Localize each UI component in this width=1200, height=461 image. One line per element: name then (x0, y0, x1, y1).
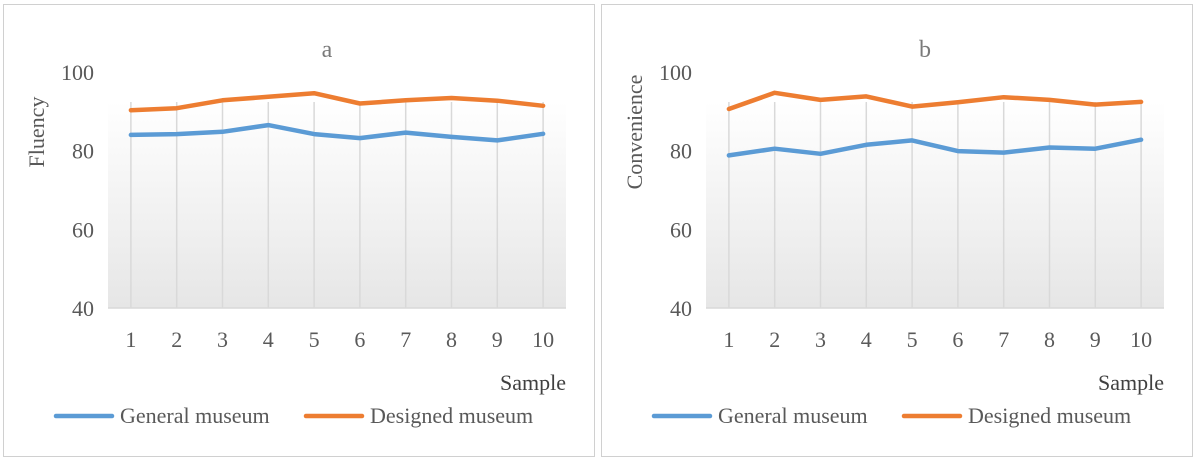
chart-a-x-tick-2: 2 (171, 327, 182, 352)
chart-b-legend-general-museum-label: General museum (718, 403, 868, 428)
chart-a-x-tick-5: 5 (309, 327, 320, 352)
chart-a-title: a (322, 37, 333, 63)
chart-b-y-tick-60: 60 (670, 217, 692, 242)
chart-a-x-tick-3: 3 (217, 327, 228, 352)
chart-a-legend-designed-museum-label: Designed museum (370, 403, 533, 428)
chart-a-x-tick-1: 1 (125, 327, 136, 352)
chart-a-y-tick-80: 80 (72, 139, 94, 164)
chart-b-x-tick-3: 3 (815, 327, 826, 352)
chart-b-y-tick-40: 40 (670, 296, 692, 321)
chart-a-legend-general-museum-label: General museum (120, 403, 270, 428)
chart-b-x-tick-7: 7 (998, 327, 1009, 352)
chart-b-x-axis-label: Sample (1098, 370, 1164, 395)
chart-a-x-tick-4: 4 (263, 327, 274, 352)
chart-b-x-tick-5: 5 (907, 327, 918, 352)
chart-b-y-tick-100: 100 (659, 60, 692, 85)
chart-b-x-tick-2: 2 (769, 327, 780, 352)
chart-a-y-tick-40: 40 (72, 296, 94, 321)
chart-b-y-tick-80: 80 (670, 139, 692, 164)
chart-b-x-tick-1: 1 (723, 327, 734, 352)
chart-b-plot-area (706, 102, 1164, 308)
chart-a-x-axis-label: Sample (500, 370, 566, 395)
chart-a-x-tick-8: 8 (446, 327, 457, 352)
chart-a-series-general-museum-line (128, 122, 546, 143)
chart-a-x-tick-10: 10 (532, 327, 554, 352)
chart-b-x-tick-10: 10 (1130, 327, 1152, 352)
chart-b-x-tick-8: 8 (1044, 327, 1055, 352)
chart-a-x-tick-9: 9 (492, 327, 503, 352)
chart-a-x-tick-7: 7 (400, 327, 411, 352)
chart-b-series-designed-museum-line (726, 90, 1144, 112)
chart-panel-b: b Convenience 40 60 80 100 1 2 3 4 5 6 7 8 9 10 Sample Ge… (601, 4, 1193, 457)
chart-a-y-tick-60: 60 (72, 217, 94, 242)
chart-b-title: b (919, 37, 931, 63)
chart-panel-a: a Fluency 40 60 80 100 1 2 3 4 5 6 7 8 9 10 Sample Genera… (3, 4, 595, 457)
chart-b-x-tick-9: 9 (1090, 327, 1101, 352)
chart-a-series-designed-museum-line (128, 90, 546, 113)
chart-b-y-axis-label: Convenience (622, 75, 647, 190)
chart-b-x-tick-4: 4 (861, 327, 872, 352)
chart-b-x-tick-6: 6 (952, 327, 963, 352)
chart-a-y-axis-label: Fluency (24, 97, 49, 168)
chart-a-x-tick-6: 6 (354, 327, 365, 352)
chart-a-svg: a Fluency 40 60 80 100 1 2 3 4 5 6 7 8 9 10 Sample Genera… (24, 37, 566, 428)
chart-a-y-tick-100: 100 (61, 60, 94, 85)
chart-b-series-general-museum-line (726, 137, 1144, 158)
chart-b-svg: b Convenience 40 60 80 100 1 2 3 4 5 6 7 8 9 10 Sample Ge… (622, 37, 1164, 428)
chart-b-legend-designed-museum-label: Designed museum (968, 403, 1131, 428)
